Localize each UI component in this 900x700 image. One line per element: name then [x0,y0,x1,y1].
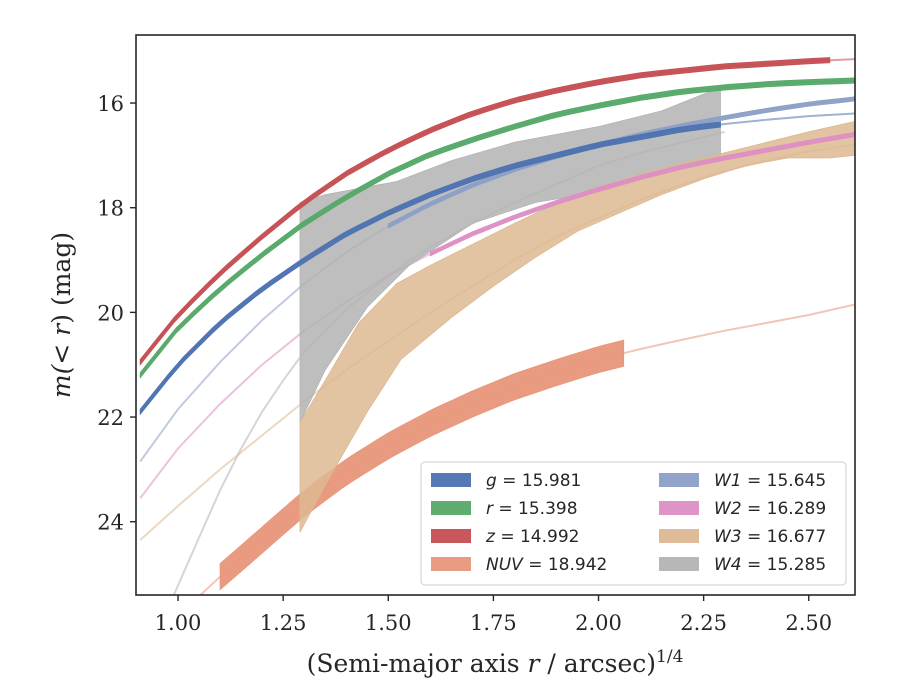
y-tick-label: 18 [97,197,124,221]
y-tick-label: 20 [97,301,124,325]
y-axis: 16 18 20 22 24 [97,92,136,535]
profile-band-g [139,121,721,416]
y-tick-label: 16 [97,92,124,116]
x-tick-label: 1.50 [365,611,412,635]
legend-label-w3: W3 = 16.677 [714,527,826,547]
legend-swatch-nuv [431,557,471,571]
legend-label-w2: W2 = 16.289 [714,499,826,519]
profile-band-nuv [219,339,625,591]
x-axis-label: (Semi-major axis r / arcsec)1/4 [307,647,684,678]
x-tick-label: 1.75 [470,611,517,635]
legend-swatch-r [431,501,471,515]
y-tick-label: 22 [97,406,124,430]
x-tick-label: 2.00 [575,611,622,635]
x-axis: 1.00 1.25 1.50 1.75 2.00 2.25 2.50 [155,595,832,635]
legend-label-w4: W4 = 15.285 [714,555,826,575]
legend-swatch-z [431,529,471,543]
profile-band-r [139,77,855,379]
profile-band-z [139,57,831,366]
y-axis-label: m(< r) (mag) [47,232,76,398]
x-tick-label: 1.00 [155,611,202,635]
legend-label-r: r = 15.398 [486,499,578,519]
legend-swatch-w1 [659,473,699,487]
profile-band-w2 [429,131,855,257]
x-tick-label: 2.25 [680,611,727,635]
legend-frame [420,461,847,586]
x-tick-label: 2.50 [785,611,832,635]
legend-swatch-w3 [659,529,699,543]
legend-swatch-w2 [659,501,699,515]
legend-label-nuv: NUV = 18.942 [486,555,607,575]
profile-band-w3 [299,120,855,533]
legend-label-g: g = 15.981 [486,471,581,491]
legend-label-w1: W1 = 15.645 [714,471,826,491]
legend: g = 15.981 r = 15.398 z = 14.992 NUV = 18.9… [420,461,847,586]
legend-swatch-w4 [659,557,699,571]
plot-area [139,57,855,595]
y-tick-label: 24 [97,511,124,535]
legend-swatch-g [431,473,471,487]
legend-label-z: z = 14.992 [485,527,579,547]
plot-frame [135,34,856,596]
x-tick-label: 1.25 [260,611,307,635]
